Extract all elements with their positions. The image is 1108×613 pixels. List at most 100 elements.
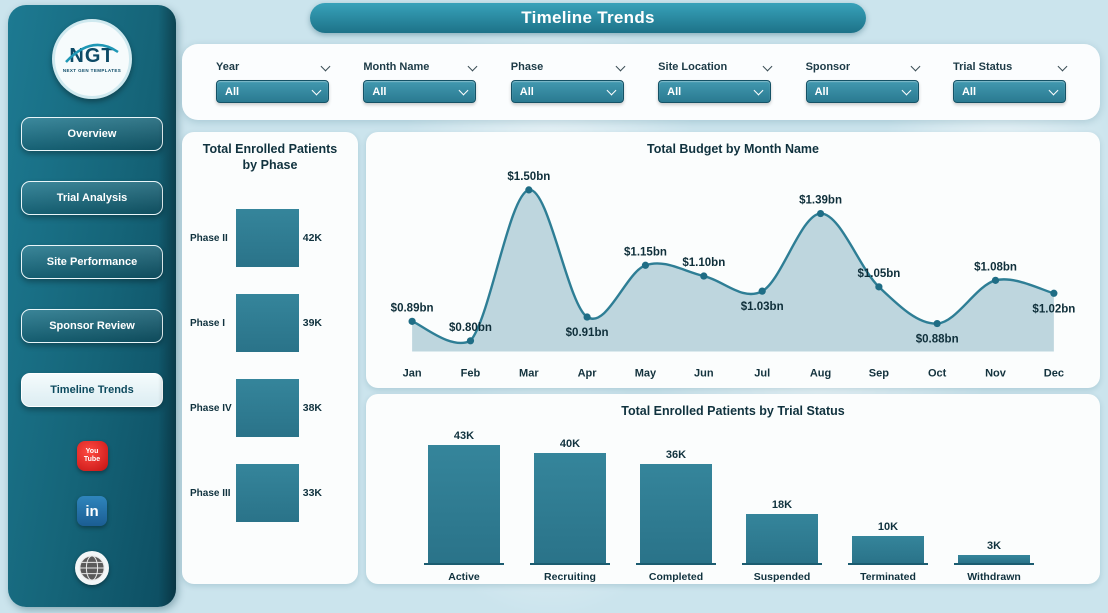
- filter-phase: Phase All: [510, 61, 626, 103]
- sidebar-item-overview[interactable]: Overview: [21, 117, 163, 151]
- axis-label: Jun: [694, 368, 714, 380]
- data-point[interactable]: [700, 272, 708, 280]
- sidebar-item-sponsor-review[interactable]: Sponsor Review: [21, 309, 163, 343]
- status-bar[interactable]: [428, 444, 500, 564]
- bar-zone: 10K: [848, 423, 928, 566]
- status-bar[interactable]: [534, 453, 606, 564]
- chevron-down-icon[interactable]: [910, 61, 921, 71]
- data-label: $0.89bn: [391, 303, 434, 315]
- filter-value: All: [667, 85, 682, 98]
- phase-bar[interactable]: [236, 464, 299, 522]
- axis-label: Apr: [578, 368, 598, 380]
- category-label: Suspended: [753, 571, 811, 584]
- bar-track: 33K: [236, 464, 322, 522]
- category-label: Phase III: [190, 487, 231, 499]
- status-bar[interactable]: [746, 513, 818, 564]
- youtube-icon[interactable]: You Tube: [76, 441, 108, 471]
- chevron-down-icon[interactable]: [615, 61, 626, 71]
- axis-label: Oct: [928, 368, 947, 380]
- data-point[interactable]: [875, 283, 883, 291]
- value-label: 42K: [302, 232, 322, 244]
- data-point[interactable]: [408, 317, 416, 326]
- status-bar-group: 36K Completed: [636, 423, 716, 583]
- filter-dropdown-sponsor[interactable]: All: [805, 80, 919, 103]
- data-point[interactable]: [816, 210, 825, 218]
- filter-dropdown-site-location[interactable]: All: [658, 80, 772, 103]
- axis-label: Jul: [754, 368, 770, 380]
- status-bar-group: 18K Suspended: [742, 423, 822, 583]
- filter-dropdown-month-name[interactable]: All: [363, 80, 477, 103]
- filter-label: Trial Status: [952, 61, 1013, 73]
- category-label: Phase IV: [190, 402, 232, 414]
- chevron-down-icon[interactable]: [467, 61, 478, 71]
- filter-dropdown-phase[interactable]: All: [510, 80, 624, 103]
- filter-month-name: Month Name All: [363, 61, 478, 103]
- data-point[interactable]: [466, 337, 475, 345]
- filter-label: Site Location: [658, 61, 728, 73]
- phase-bar[interactable]: [236, 209, 299, 267]
- web-globe-icon[interactable]: [75, 551, 109, 585]
- chevron-down-icon[interactable]: [762, 61, 773, 71]
- status-bar[interactable]: [640, 464, 712, 564]
- data-point[interactable]: [991, 276, 1000, 285]
- linkedin-icon[interactable]: in: [77, 496, 107, 526]
- bar-zone: 18K: [742, 423, 822, 566]
- axis-label: Dec: [1044, 368, 1064, 380]
- budget-chart-title: Total Budget by Month Name: [647, 142, 819, 156]
- phase-bar[interactable]: [236, 379, 299, 437]
- category-label: Phase I: [190, 317, 226, 329]
- filter-value: All: [961, 85, 977, 98]
- sidebar-item-site-performance[interactable]: Site Performance: [21, 245, 163, 279]
- category-label: Phase II: [190, 232, 228, 244]
- bar-track: 42K: [236, 209, 322, 267]
- status-chart-title: Total Enrolled Patients by Trial Status: [621, 404, 845, 418]
- axis-label: Feb: [461, 368, 481, 380]
- bar-zone: 3K: [954, 423, 1034, 566]
- data-label: $0.88bn: [916, 334, 959, 346]
- phase-bar[interactable]: [236, 294, 299, 352]
- phase-bar-row: Phase IV 38K: [190, 366, 358, 451]
- filter-value: All: [372, 85, 387, 98]
- axis-label: Nov: [985, 368, 1007, 380]
- data-label: $1.03bn: [741, 301, 784, 313]
- data-point[interactable]: [583, 313, 591, 321]
- filter-label: Sponsor: [805, 61, 851, 73]
- data-point[interactable]: [525, 186, 533, 194]
- sidebar-item-timeline-trends[interactable]: Timeline Trends: [21, 373, 163, 407]
- data-label: $1.39bn: [799, 195, 842, 207]
- status-bar-group: 43K Active: [424, 423, 504, 583]
- value-label: 38K: [302, 402, 322, 414]
- filter-dropdown-trial-status[interactable]: All: [952, 80, 1066, 103]
- data-point[interactable]: [933, 320, 941, 328]
- filter-label-row: Sponsor: [805, 61, 921, 73]
- status-bars: 43K Active 40K Recruiting 36K Completed 18K Sus…: [366, 419, 1100, 583]
- axis-label: Mar: [519, 368, 539, 380]
- filter-label-row: Trial Status: [952, 61, 1068, 73]
- value-label: 3K: [986, 539, 1002, 552]
- bar-zone: 36K: [636, 423, 716, 566]
- value-label: 36K: [665, 449, 687, 462]
- axis-label: Jan: [403, 368, 422, 380]
- logo-subtext: NEXT GEN TEMPLATES: [62, 67, 122, 73]
- filter-site-location: Site Location All: [658, 61, 773, 103]
- chevron-down-icon: [901, 85, 912, 96]
- status-bar-group: 3K Withdrawn: [954, 423, 1034, 583]
- data-label: $0.91bn: [566, 327, 609, 339]
- status-chart-panel: Total Enrolled Patients by Trial Status …: [366, 394, 1100, 584]
- area-fill: [412, 190, 1054, 352]
- data-point[interactable]: [1050, 289, 1058, 298]
- page-title-banner: Timeline Trends: [310, 3, 866, 33]
- filter-label-row: Phase: [511, 61, 626, 73]
- chevron-down-icon: [311, 85, 322, 96]
- chevron-down-icon[interactable]: [1057, 61, 1068, 71]
- status-bar[interactable]: [958, 554, 1030, 564]
- logo: NGT NEXT GEN TEMPLATES: [52, 19, 132, 99]
- data-label: $1.02bn: [1032, 304, 1075, 316]
- sidebar-item-trial-analysis[interactable]: Trial Analysis: [21, 181, 163, 215]
- filter-dropdown-year[interactable]: All: [216, 80, 329, 103]
- chevron-down-icon[interactable]: [320, 61, 331, 71]
- data-point[interactable]: [641, 261, 650, 270]
- data-point[interactable]: [758, 287, 766, 296]
- chevron-down-icon: [753, 85, 764, 96]
- status-bar[interactable]: [852, 535, 924, 564]
